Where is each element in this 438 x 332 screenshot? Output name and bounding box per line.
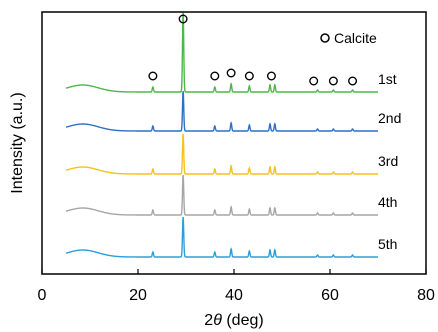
legend-marker-icon [320,33,330,43]
legend: Calcite [320,30,377,46]
y-axis-label: Intensity (a.u.) [9,92,26,193]
calcite-marker [348,76,358,86]
x-tick-label: 0 [38,287,47,304]
calcite-marker [244,71,254,81]
legend-label: Calcite [334,30,377,46]
calcite-marker [226,68,236,78]
series-line-5th [65,216,378,258]
series-line-4th [65,174,378,216]
calcite-marker [210,71,220,81]
x-tick-label: 40 [225,287,243,304]
peak-markers [148,14,358,86]
series-label-4th: 4th [378,194,397,210]
calcite-marker [178,14,188,24]
series-line-1st [65,11,378,93]
series-label-1st: 1st [378,71,397,87]
calcite-marker [309,76,319,86]
x-axis-ticks: 0 20 40 60 80 [38,269,435,304]
series-label-3rd: 3rd [378,153,398,169]
calcite-marker [328,76,338,86]
x-tick-label: 60 [321,287,339,304]
x-axis-label: 2θ (deg) [204,312,263,329]
x-tick-label: 20 [129,287,147,304]
series-labels: 1st 2nd 3rd 4th 5th [378,71,401,252]
series-label-2nd: 2nd [378,110,401,126]
plot-frame [41,11,427,275]
calcite-marker [266,71,276,81]
x-tick-label: 80 [417,287,435,304]
series-label-5th: 5th [378,236,397,252]
series-line-3rd [65,133,378,175]
series-line-2nd [65,90,378,132]
calcite-marker [148,71,158,81]
series-lines [65,11,378,258]
